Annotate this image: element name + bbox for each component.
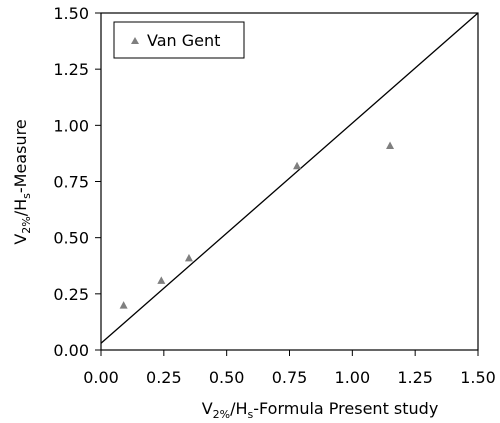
y-axis-title: V2%/Hs-Measure	[11, 119, 33, 244]
data-point	[386, 141, 395, 150]
y-tick-label: 0.75	[53, 173, 89, 192]
x-tick-label: 1.25	[397, 368, 433, 387]
x-tick-label: 0.75	[272, 368, 308, 387]
reference-line-group	[100, 12, 479, 344]
x-axis: 0.00 0.25 0.50 0.75 1.00 1.25 1.50	[83, 350, 496, 387]
plot-frame	[100, 12, 479, 351]
y-tick-label: 0.50	[53, 229, 89, 248]
x-tick-label: 0.00	[83, 368, 119, 387]
x-tick-label: 1.00	[335, 368, 371, 387]
y-tick-label: 1.25	[53, 60, 89, 79]
legend: Van Gent	[113, 21, 245, 59]
y-tick-label: 1.50	[53, 4, 89, 23]
data-point	[157, 276, 166, 284]
legend-marker	[131, 37, 139, 44]
y-axis: 0.00 0.25 0.50 0.75 1.00 1.25 1.50	[53, 4, 101, 360]
data-point	[293, 161, 302, 170]
x-tick-label: 1.50	[460, 368, 496, 387]
data-points	[119, 141, 395, 309]
plot-area	[100, 12, 479, 351]
x-tick-label: 0.25	[146, 368, 182, 387]
reference-line	[100, 12, 479, 344]
y-tick-label: 1.00	[53, 116, 89, 135]
data-point	[184, 253, 193, 262]
y-tick-label: 0.25	[53, 285, 89, 304]
y-tick-label: 0.00	[53, 341, 89, 360]
legend-label: Van Gent	[147, 31, 220, 50]
x-axis-title: V2%/Hs-Formula Present study	[202, 399, 439, 421]
data-point	[119, 301, 128, 309]
x-tick-label: 0.50	[209, 368, 245, 387]
